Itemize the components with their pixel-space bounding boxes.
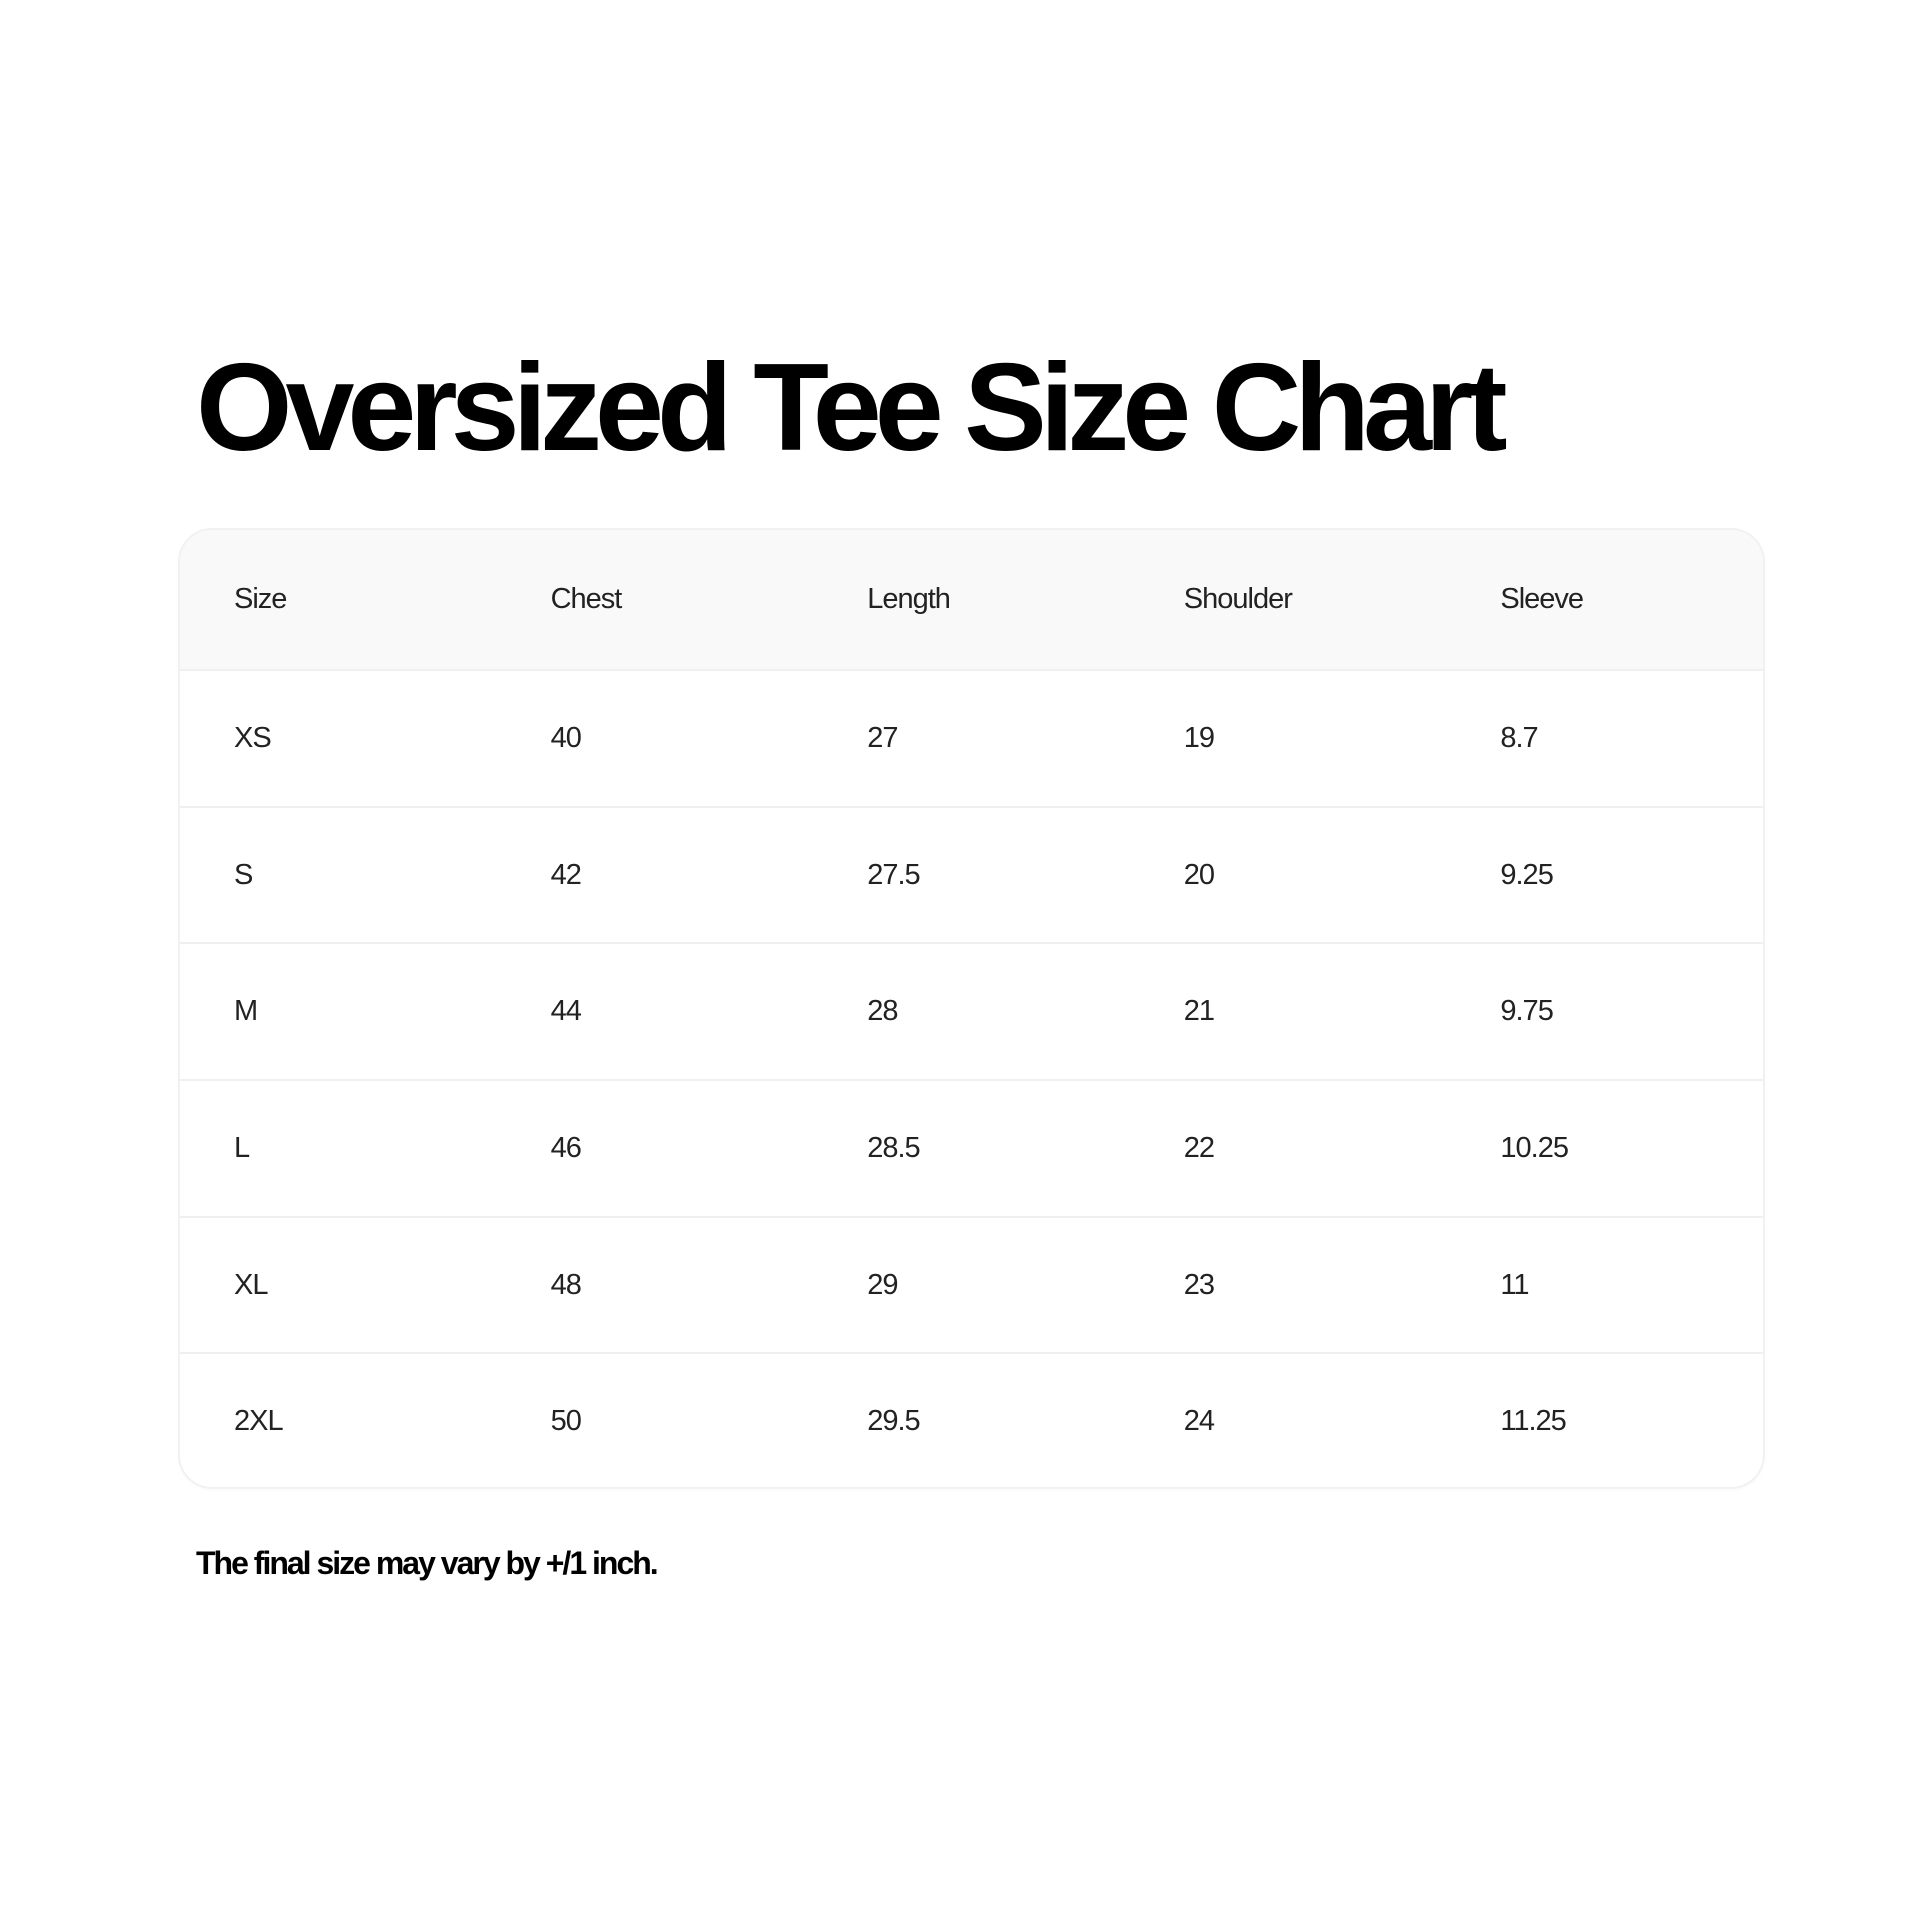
table-cell: 28 xyxy=(867,995,898,1028)
table-cell: 2XL xyxy=(234,1405,284,1438)
table-cell: 46 xyxy=(550,1131,582,1164)
table-cell: 28.5 xyxy=(867,1131,920,1164)
header-shoulder: Shoulder xyxy=(1183,583,1293,615)
size-table: Size Chest Length Shoulder Sleeve XS 40 27… xyxy=(180,530,1763,1487)
table-cell: 20 xyxy=(1183,858,1215,891)
page-title: Oversized Tee Size Chart xyxy=(196,339,1507,477)
table-cell: 9.75 xyxy=(1500,995,1553,1028)
table-row: XL 48 29 23 11 xyxy=(180,1215,1763,1353)
table-row: S 42 27.5 20 9.25 xyxy=(180,805,1763,943)
table-cell: 44 xyxy=(550,995,582,1028)
table-cell: 8.7 xyxy=(1500,721,1538,754)
table-cell: XS xyxy=(234,721,272,754)
table-cell: 11.25 xyxy=(1500,1405,1566,1438)
header-sleeve: Sleeve xyxy=(1500,583,1584,615)
table-cell: 23 xyxy=(1183,1268,1215,1301)
table-cell: 42 xyxy=(550,858,582,891)
table-cell: 29.5 xyxy=(867,1405,920,1438)
table-cell: M xyxy=(234,995,258,1028)
table-row: L 46 28.5 22 10.25 xyxy=(180,1079,1763,1216)
table-cell: 27.5 xyxy=(867,858,920,891)
table-cell: 22 xyxy=(1183,1131,1215,1164)
table-cell: L xyxy=(234,1131,250,1164)
table-cell: S xyxy=(234,858,253,891)
table-cell: 29 xyxy=(867,1268,898,1301)
table-cell: 21 xyxy=(1183,995,1215,1028)
table-row: XS 40 27 19 8.7 xyxy=(180,669,1763,806)
table-row: M 44 28 21 9.75 xyxy=(180,942,1763,1079)
header-size: Size xyxy=(234,583,287,615)
size-note: The final size may vary by +/1 inch. xyxy=(196,1545,659,1581)
table-cell: XL xyxy=(234,1268,268,1301)
table-cell: 9.25 xyxy=(1500,858,1553,891)
table-row: 2XL 50 29.5 24 11.25 xyxy=(180,1352,1763,1487)
table-cell: 19 xyxy=(1183,721,1215,754)
table-cell: 48 xyxy=(550,1268,582,1301)
table-cell: 50 xyxy=(550,1405,582,1438)
table-header-row: Size Chest Length Shoulder Sleeve xyxy=(180,530,1763,669)
table-cell: 24 xyxy=(1183,1405,1215,1438)
table-cell: 10.25 xyxy=(1500,1131,1569,1164)
table-cell: 40 xyxy=(550,721,582,754)
table-cell: 11 xyxy=(1500,1268,1529,1301)
table-cell: 27 xyxy=(867,721,898,754)
header-length: Length xyxy=(867,583,951,615)
header-chest: Chest xyxy=(550,583,623,615)
